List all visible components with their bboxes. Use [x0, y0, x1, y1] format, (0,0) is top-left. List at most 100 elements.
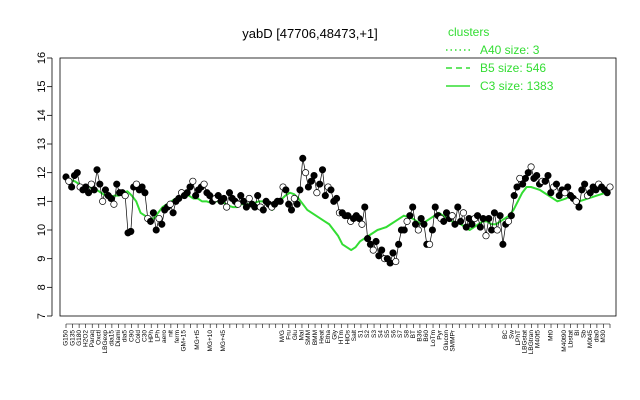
data-point — [428, 226, 436, 234]
x-tick-label: BT — [410, 330, 417, 338]
data-point — [462, 223, 470, 231]
data-point — [73, 169, 81, 177]
x-tick-label: Sb — [581, 330, 588, 338]
data-point — [237, 192, 245, 200]
data-point — [533, 171, 541, 180]
data-point — [333, 194, 341, 203]
x-tick-label: S7 — [397, 330, 404, 338]
data-point — [592, 186, 600, 194]
data-point — [572, 197, 580, 205]
data-point — [361, 203, 369, 211]
data-point — [132, 180, 141, 188]
data-point — [321, 192, 329, 200]
data-point — [183, 189, 191, 197]
x-tick-label: SMM — [305, 330, 312, 345]
data-point — [189, 177, 197, 185]
x-tick-label: M40t90 — [561, 330, 568, 352]
data-point — [245, 194, 253, 203]
data-point — [282, 186, 290, 194]
x-tick-label: S2 — [364, 330, 371, 338]
data-point — [378, 246, 386, 254]
data-point — [510, 192, 518, 200]
data-point — [459, 209, 467, 217]
x-tick-label: MG+t5 — [194, 330, 201, 350]
data-point — [454, 203, 462, 211]
data-point — [482, 232, 490, 240]
data-point — [285, 200, 293, 208]
data-point — [414, 226, 422, 234]
x-tick-label: Glu — [292, 330, 299, 341]
y-tick-label: 15 — [36, 81, 48, 93]
data-point — [431, 203, 439, 211]
data-point — [287, 206, 296, 214]
data-point — [355, 214, 363, 223]
y-tick-label: 12 — [36, 167, 48, 179]
data-point — [457, 217, 465, 225]
data-point — [544, 171, 552, 180]
data-point — [411, 220, 420, 228]
data-point — [299, 154, 307, 162]
data-point — [147, 217, 155, 225]
data-point — [527, 163, 535, 171]
x-tick-label: dia5 — [122, 330, 129, 343]
data-point — [259, 206, 267, 214]
data-point — [82, 183, 90, 191]
data-point — [327, 186, 335, 194]
data-point — [496, 212, 504, 220]
data-point — [420, 220, 428, 228]
data-point — [547, 189, 555, 197]
data-point — [138, 183, 146, 191]
data-point — [564, 183, 572, 191]
data-point — [366, 240, 374, 248]
data-point — [101, 186, 110, 194]
x-tick-label: S4 — [377, 330, 384, 338]
data-point — [254, 192, 262, 200]
data-point — [344, 212, 352, 220]
y-tick-label: 13 — [36, 138, 48, 150]
x-tick-label: M0t45 — [587, 330, 594, 348]
x-tick-label: M40t5 — [535, 330, 542, 348]
data-point — [473, 212, 482, 220]
x-tick-label: Glucon — [443, 330, 450, 351]
data-point — [603, 189, 611, 197]
data-point — [87, 180, 95, 188]
data-point — [206, 192, 214, 200]
x-axis: G150 G135 G180 H2O2 Paraq Oxctl LBGexp dia15 Dia… — [63, 323, 611, 354]
data-point — [364, 235, 372, 243]
data-point — [296, 186, 304, 194]
data-point — [200, 180, 208, 188]
data-point — [451, 220, 459, 228]
data-point — [524, 169, 532, 177]
x-tick-label: Diami — [115, 330, 122, 347]
x-tick-label: S6 — [390, 330, 397, 338]
x-tick-label: HPh — [148, 330, 155, 343]
data-point — [214, 192, 222, 200]
data-point — [448, 212, 456, 220]
x-tick-label: G150 — [63, 330, 70, 346]
data-point — [358, 220, 366, 228]
x-tick-label: BC — [502, 330, 509, 339]
legend-entry-b5: B5 size: 546 — [480, 61, 546, 75]
data-point — [158, 220, 166, 228]
legend: clusters A40 size: 3 B5 size: 546 C3 siz… — [446, 25, 554, 93]
data-point — [417, 214, 425, 223]
x-tick-label: Cold — [135, 330, 142, 344]
x-tick-label: dia15 — [109, 330, 116, 346]
x-tick-label: Bl — [574, 329, 581, 335]
x-tick-label: G135 — [69, 330, 76, 346]
data-point — [476, 223, 484, 231]
y-tick-label: 10 — [36, 224, 48, 236]
data-point — [121, 192, 129, 200]
data-point — [85, 189, 93, 197]
x-tick-label: Fru — [286, 330, 293, 340]
data-point — [389, 249, 397, 257]
data-point — [316, 180, 324, 188]
data-point — [426, 240, 434, 248]
data-point — [575, 203, 583, 211]
x-tick-label: GM+15 — [181, 330, 188, 352]
data-point — [166, 200, 174, 208]
data-point — [276, 197, 284, 205]
chart-title: yabD [47706,48473,+1] — [242, 26, 378, 41]
data-point — [313, 189, 321, 197]
y-tick-label: 14 — [36, 109, 48, 121]
